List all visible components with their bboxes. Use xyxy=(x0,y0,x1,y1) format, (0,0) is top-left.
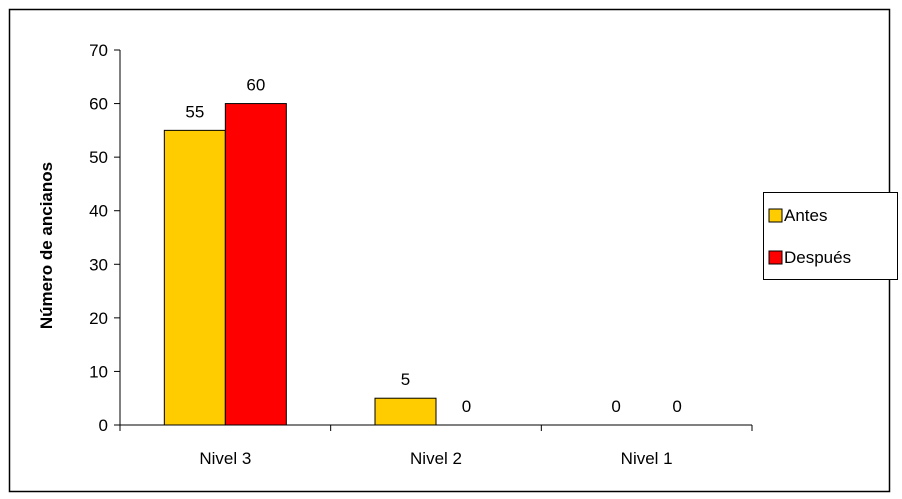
legend-swatch-antes xyxy=(768,208,783,223)
y-tick-label: 50 xyxy=(89,148,108,167)
x-tick-label: Nivel 3 xyxy=(199,449,251,468)
bar-antes-nivel-3 xyxy=(163,129,226,426)
data-label: 0 xyxy=(611,397,620,416)
x-tick-label: Nivel 2 xyxy=(410,449,462,468)
data-label: 60 xyxy=(246,76,265,95)
data-label: 0 xyxy=(462,397,471,416)
y-tick-label: 40 xyxy=(89,202,108,221)
bar-despu-s-nivel-3 xyxy=(224,103,287,426)
legend: Antes Después xyxy=(763,192,898,280)
y-tick-label: 20 xyxy=(89,309,108,328)
y-tick-label: 0 xyxy=(99,416,108,435)
y-tick-label: 10 xyxy=(89,362,108,381)
bars xyxy=(163,103,437,426)
data-label: 5 xyxy=(401,370,410,389)
y-tick-label: 60 xyxy=(89,95,108,114)
legend-label: Después xyxy=(784,248,851,267)
y-tick-label: 30 xyxy=(89,255,108,274)
data-labels: 55 60 5 0 0 0 xyxy=(185,76,682,416)
chart-border xyxy=(8,8,891,493)
legend-box xyxy=(763,192,898,280)
y-axis: 0 10 20 30 40 50 60 70 xyxy=(89,41,121,435)
bar-antes-nivel-2 xyxy=(374,397,437,426)
data-label: 0 xyxy=(672,397,681,416)
data-label: 55 xyxy=(185,102,204,121)
y-axis-title: Número de ancianos xyxy=(37,162,56,329)
x-tick-label: Nivel 1 xyxy=(621,449,673,468)
y-tick-label: 70 xyxy=(89,41,108,60)
legend-label: Antes xyxy=(784,206,827,225)
legend-swatch-despu-s xyxy=(768,250,783,265)
